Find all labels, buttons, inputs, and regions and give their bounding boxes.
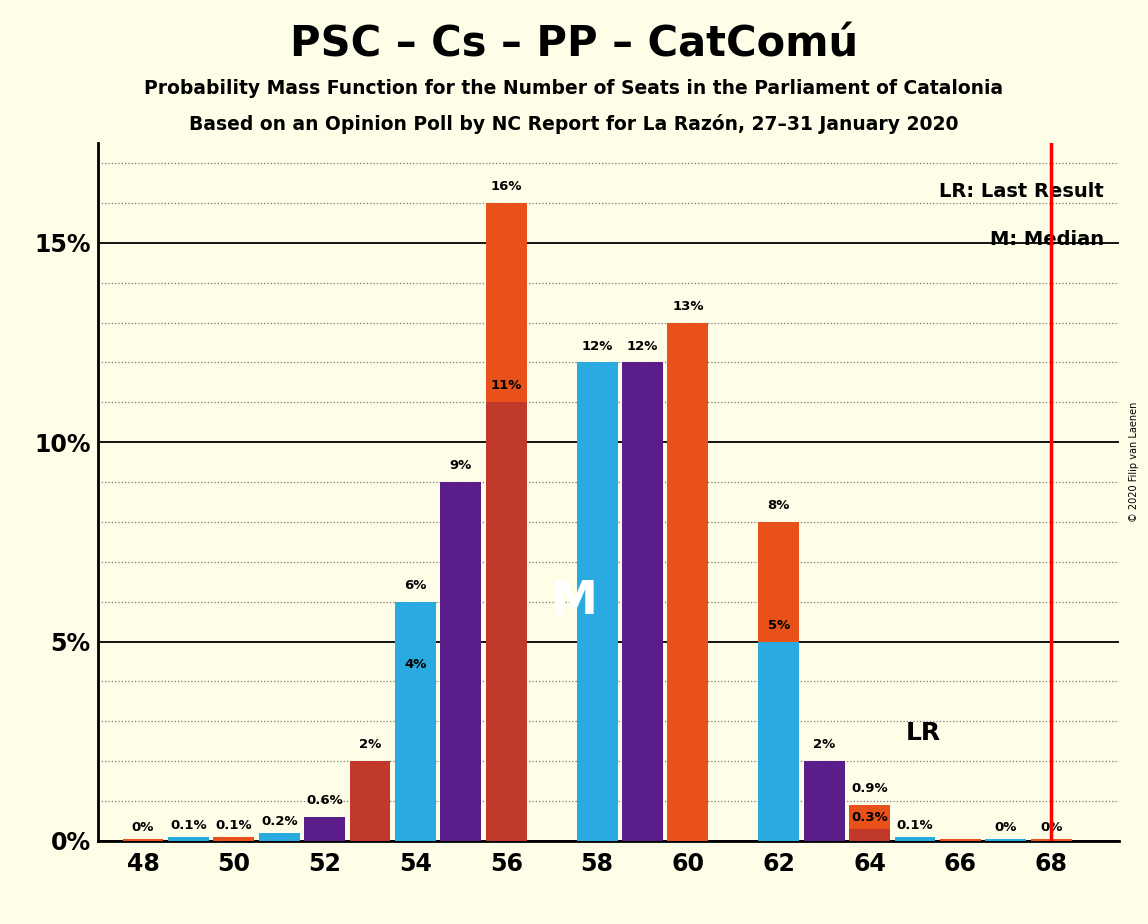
Text: M: Median: M: Median: [990, 230, 1104, 249]
Text: 0.3%: 0.3%: [851, 811, 887, 824]
Text: 0.1%: 0.1%: [170, 819, 207, 833]
Text: LR: LR: [906, 721, 941, 745]
Text: 0%: 0%: [994, 821, 1017, 834]
Text: © 2020 Filip van Laenen: © 2020 Filip van Laenen: [1130, 402, 1139, 522]
Text: LR: Last Result: LR: Last Result: [939, 182, 1104, 201]
Bar: [123, 839, 163, 841]
Bar: [214, 837, 254, 841]
Bar: [850, 829, 890, 841]
Text: 4%: 4%: [404, 659, 427, 672]
Bar: [940, 839, 980, 841]
Bar: [759, 641, 799, 841]
Text: 2%: 2%: [813, 738, 836, 751]
Bar: [168, 837, 209, 841]
Bar: [350, 761, 390, 841]
Bar: [622, 362, 662, 841]
Bar: [576, 362, 618, 841]
Bar: [486, 402, 527, 841]
Text: 9%: 9%: [450, 459, 472, 472]
Text: 5%: 5%: [768, 618, 790, 632]
Text: 0.9%: 0.9%: [851, 782, 887, 795]
Bar: [441, 482, 481, 841]
Text: 0%: 0%: [1040, 821, 1062, 834]
Bar: [667, 322, 708, 841]
Text: 0.1%: 0.1%: [216, 819, 253, 833]
Text: 0.2%: 0.2%: [261, 815, 297, 828]
Bar: [759, 522, 799, 841]
Bar: [985, 839, 1026, 841]
Bar: [804, 761, 845, 841]
Bar: [850, 805, 890, 841]
Text: 2%: 2%: [359, 738, 381, 751]
Text: 0.1%: 0.1%: [897, 819, 933, 833]
Text: Probability Mass Function for the Number of Seats in the Parliament of Catalonia: Probability Mass Function for the Number…: [145, 79, 1003, 98]
Text: 16%: 16%: [490, 180, 522, 193]
Bar: [395, 681, 436, 841]
Bar: [894, 837, 936, 841]
Text: 12%: 12%: [627, 339, 658, 353]
Text: 13%: 13%: [673, 299, 704, 312]
Text: PSC – Cs – PP – CatComú: PSC – Cs – PP – CatComú: [290, 23, 858, 65]
Bar: [486, 203, 527, 841]
Bar: [395, 602, 436, 841]
Bar: [258, 833, 300, 841]
Text: 0%: 0%: [132, 821, 154, 834]
Text: M: M: [551, 579, 598, 624]
Text: 6%: 6%: [404, 578, 427, 591]
Bar: [1031, 839, 1071, 841]
Text: 0.6%: 0.6%: [307, 794, 343, 807]
Text: 12%: 12%: [581, 339, 613, 353]
Text: 8%: 8%: [768, 499, 790, 512]
Text: Based on an Opinion Poll by NC Report for La Razón, 27–31 January 2020: Based on an Opinion Poll by NC Report fo…: [189, 114, 959, 134]
Bar: [304, 817, 346, 841]
Text: 11%: 11%: [490, 380, 522, 393]
